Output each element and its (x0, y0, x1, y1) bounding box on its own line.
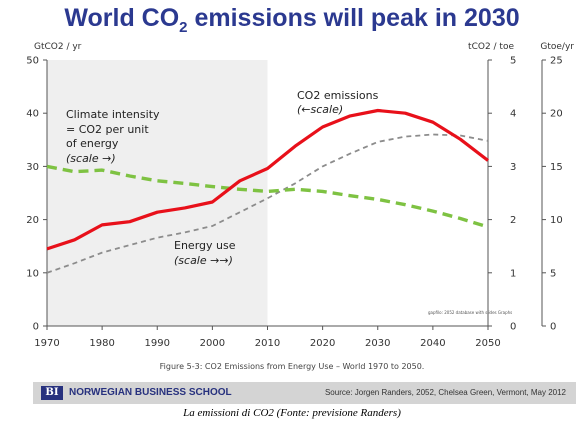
left-tick-label: 0 (33, 322, 39, 333)
co2-emissions-scale: (←scale) (297, 103, 343, 116)
x-tick-label: 2030 (365, 338, 390, 349)
series-line-co2-emissions (46, 108, 489, 251)
right-2-tick-label: 20 (550, 109, 563, 120)
figure-caption: Figure 5-3: CO2 Emissions from Energy Us… (159, 362, 425, 371)
co2-emissions-label: CO2 emissions (297, 89, 379, 102)
right-1-tick-label: 0 (510, 322, 516, 333)
climate-intensity-def-2: of energy (66, 137, 119, 150)
right-axis-1-label: tCO2 / toe (468, 42, 514, 52)
right-2-tick-label: 10 (550, 215, 563, 226)
x-tick-label: 2020 (310, 338, 335, 349)
left-tick-label: 30 (26, 162, 39, 173)
x-tick-label: 2000 (200, 338, 225, 349)
left-tick-label: 50 (26, 56, 39, 67)
bi-logo: BI (41, 386, 63, 400)
school-name: NORWEGIAN BUSINESS SCHOOL (69, 387, 232, 398)
right-2-tick-label: 25 (550, 56, 563, 67)
footer-bar: BI NORWEGIAN BUSINESS SCHOOL Source: Jor… (33, 382, 576, 404)
left-tick-label: 10 (26, 268, 39, 279)
right-2-tick-label: 0 (550, 322, 556, 333)
left-axis-label: GtCO2 / yr (34, 42, 82, 52)
chart-credit: gapfilo: 2052 database with slides Graph… (428, 310, 512, 315)
x-tick-label: 2050 (475, 338, 500, 349)
x-tick-label: 2040 (420, 338, 445, 349)
right-2-tick-label: 15 (550, 162, 563, 173)
left-tick-label: 40 (26, 109, 39, 120)
right-2-tick-label: 5 (550, 268, 556, 279)
right-1-tick-label: 3 (510, 162, 516, 173)
right-1-tick-label: 1 (510, 268, 516, 279)
x-tick-label: 1990 (145, 338, 170, 349)
slide-title: World CO2 emissions will peak in 2030 (64, 4, 520, 36)
series-line-climate-intensity (46, 164, 489, 229)
energy-use-label: Energy use (174, 239, 236, 252)
right-1-tick-label: 4 (510, 109, 516, 120)
energy-use-scale: (scale →→) (174, 254, 233, 267)
source-text: Source: Jorgen Randers, 2052, Chelsea Gr… (324, 388, 566, 397)
left-tick-label: 20 (26, 215, 39, 226)
x-tick-label: 1980 (89, 338, 114, 349)
x-tick-label: 1970 (34, 338, 59, 349)
right-axis-2-label: Gtoe/yr (540, 42, 574, 52)
climate-intensity-def: = CO2 per unit (66, 123, 149, 136)
right-1-tick-label: 2 (510, 215, 516, 226)
x-tick-label: 2010 (255, 338, 280, 349)
history-shading (47, 60, 268, 326)
climate-intensity-label: Climate intensity (66, 108, 160, 121)
climate-intensity-scale: (scale →) (66, 152, 116, 165)
right-1-tick-label: 5 (510, 56, 516, 67)
image-caption: La emissioni di CO2 (Fonte: previsione R… (183, 407, 401, 419)
